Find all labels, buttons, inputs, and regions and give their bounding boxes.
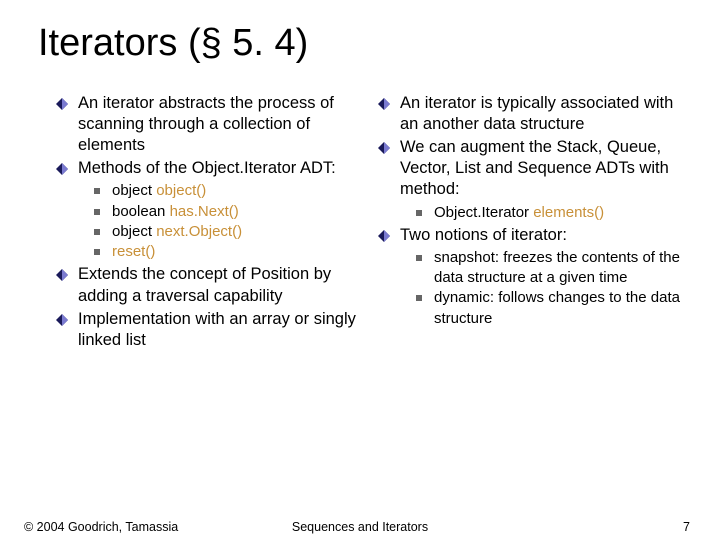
square-bullet-icon [94,209,100,215]
bullet-item: Extends the concept of Position by addin… [56,264,366,306]
footer-title: Sequences and Iterators [0,520,720,534]
square-bullet-icon [416,210,422,216]
sub-list: snapshot: freezes the contents of the da… [378,248,688,329]
sub-item: reset() [94,242,366,262]
square-bullet-icon [416,255,422,261]
square-bullet-icon [416,295,422,301]
bullet-text: Extends the concept of Position by addin… [78,264,366,306]
sub-item-text: boolean has.Next() [112,202,239,222]
bullet-text: We can augment the Stack, Queue, Vector,… [400,137,688,200]
sub-item-text: dynamic: follows changes to the data str… [434,288,688,329]
sub-item: snapshot: freezes the contents of the da… [416,248,688,289]
diamond-bullet-icon [56,98,68,110]
sub-item-text: Object.Iterator elements() [434,203,604,223]
diamond-bullet-icon [56,269,68,281]
bullet-text: Methods of the Object.Iterator ADT: [78,158,366,179]
sub-item-text: reset() [112,242,155,262]
bullet-item: An iterator abstracts the process of sca… [56,93,366,156]
footer-page-number: 7 [683,520,690,534]
diamond-bullet-icon [378,98,390,110]
square-bullet-icon [94,229,100,235]
bullet-text: An iterator abstracts the process of sca… [78,93,366,156]
sub-item: object object() [94,181,366,201]
bullet-item: An iterator is typically associated with… [378,93,688,135]
content-area: An iterator abstracts the process of sca… [0,65,720,353]
bullet-item: We can augment the Stack, Queue, Vector,… [378,137,688,200]
bullet-text: An iterator is typically associated with… [400,93,688,135]
sub-item: object next.Object() [94,222,366,242]
sub-item-text: object object() [112,181,206,201]
diamond-bullet-icon [56,314,68,326]
sub-item: boolean has.Next() [94,202,366,222]
slide-title: Iterators (§ 5. 4) [0,0,720,65]
sub-list: object object() boolean has.Next() objec… [56,181,366,262]
sub-item: Object.Iterator elements() [416,203,688,223]
sub-item-text: snapshot: freezes the contents of the da… [434,248,688,289]
left-column: An iterator abstracts the process of sca… [56,93,372,353]
square-bullet-icon [94,188,100,194]
sub-item-text: object next.Object() [112,222,242,242]
bullet-text: Two notions of iterator: [400,225,688,246]
bullet-item: Methods of the Object.Iterator ADT: [56,158,366,179]
diamond-bullet-icon [378,142,390,154]
sub-item: dynamic: follows changes to the data str… [416,288,688,329]
diamond-bullet-icon [378,230,390,242]
right-column: An iterator is typically associated with… [372,93,688,353]
bullet-item: Implementation with an array or singly l… [56,309,366,351]
sub-list: Object.Iterator elements() [378,203,688,223]
diamond-bullet-icon [56,163,68,175]
bullet-text: Implementation with an array or singly l… [78,309,366,351]
square-bullet-icon [94,249,100,255]
bullet-item: Two notions of iterator: [378,225,688,246]
